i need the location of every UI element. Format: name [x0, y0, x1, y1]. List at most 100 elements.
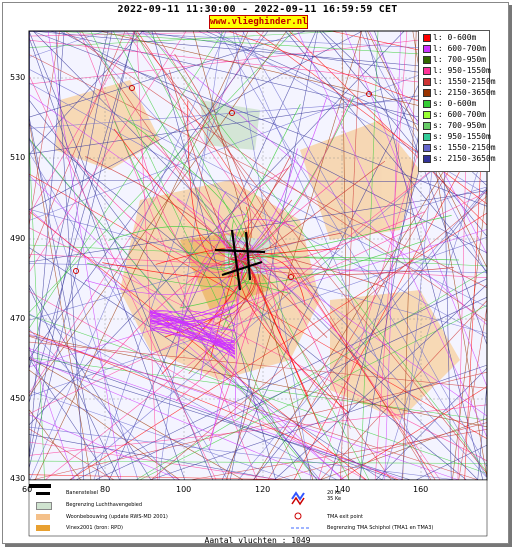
approach-track — [220, 259, 291, 294]
legend-label: s: 950-1550m — [433, 132, 491, 141]
legend-swatch — [423, 66, 431, 75]
flight-track — [150, 195, 488, 481]
flight-track — [31, 30, 488, 73]
flight-track — [76, 30, 488, 478]
flight-track — [28, 30, 109, 370]
legend-label: l: 0-600m — [433, 33, 477, 42]
flight-track — [28, 30, 214, 481]
map-legend-label: Woonbebouwing (update RWS-MD 2001) — [66, 514, 168, 520]
flight-track — [69, 212, 488, 481]
legend-item: l: 0-600m — [423, 33, 476, 43]
flight-track — [28, 390, 292, 481]
housing-swatch — [36, 514, 50, 520]
flight-track — [28, 30, 136, 216]
flight-track — [47, 30, 122, 481]
flight-track — [229, 30, 318, 481]
flight-track — [28, 474, 301, 481]
grid-lines — [29, 31, 487, 480]
legend-item: s: 600-700m — [423, 110, 486, 120]
approach-track — [176, 251, 241, 354]
flight-track — [374, 30, 408, 481]
legend-swatch — [423, 88, 431, 97]
flight-track — [28, 30, 136, 404]
flight-track — [125, 30, 441, 481]
legend-item: l: 950-1550m — [423, 66, 491, 76]
x-tick-140: 140 — [335, 485, 351, 494]
x-tick-100: 100 — [176, 485, 192, 494]
legend-label: l: 1550-2150m — [433, 77, 496, 86]
flight-track — [365, 30, 484, 481]
y-tick-470: 470 — [10, 314, 26, 323]
legend-swatch — [423, 99, 431, 108]
flight-track — [28, 30, 126, 260]
tma-boundary-icon — [291, 527, 309, 529]
flight-track — [79, 30, 258, 481]
zigzag-icon — [291, 491, 305, 506]
legend-item: s: 700-950m — [423, 121, 486, 131]
legend-swatch — [423, 33, 431, 42]
legend-swatch — [423, 143, 431, 152]
site-banner[interactable]: www.vlieghinder.nl — [209, 15, 308, 29]
approach-track — [91, 258, 241, 379]
flight-track — [28, 434, 280, 481]
departure-track — [149, 312, 236, 354]
departure-track — [149, 322, 236, 340]
legend-swatch — [423, 44, 431, 53]
flight-track — [32, 30, 488, 207]
flight-track — [93, 30, 245, 481]
flight-track — [28, 37, 186, 481]
time-range-title: 2022-09-11 11:30:00 - 2022-09-11 16:59:5… — [117, 4, 398, 15]
flight-track — [382, 140, 488, 481]
flight-track — [28, 74, 217, 481]
flight-track — [28, 428, 115, 481]
approach-track — [144, 134, 242, 261]
approach-track — [187, 100, 241, 266]
flight-track — [28, 414, 181, 481]
flight-track — [154, 30, 432, 481]
legend-label: s: 2150-3650m — [433, 154, 496, 163]
flight-track — [319, 30, 488, 237]
tma-exit-points — [73, 85, 372, 280]
legend-swatch — [423, 110, 431, 119]
approach-track — [217, 213, 246, 261]
flight-track — [28, 404, 488, 456]
flight-track — [158, 30, 223, 481]
flight-track — [375, 367, 488, 481]
x-tick-80: 80 — [100, 485, 111, 494]
flight-count-value: 1049 — [291, 536, 311, 545]
y-tick-450: 450 — [10, 394, 26, 403]
legend-item: l: 600-700m — [423, 44, 486, 54]
legend-swatch — [423, 132, 431, 141]
flight-track — [28, 357, 244, 481]
flight-track — [32, 30, 479, 481]
flight-track — [28, 348, 404, 481]
flight-track — [28, 287, 120, 481]
exit-point-icon — [294, 512, 302, 520]
flight-track — [345, 30, 488, 387]
flight-track — [28, 85, 488, 155]
x-tick-160: 160 — [413, 485, 429, 494]
y-tick-430: 430 — [10, 474, 26, 483]
approach-track — [239, 97, 351, 261]
flight-track — [139, 305, 488, 481]
legend-label: l: 700-950m — [433, 55, 486, 64]
runway-system — [214, 229, 266, 291]
flight-track — [28, 138, 318, 481]
flight-track — [28, 345, 75, 481]
legend-label: s: 700-950m — [433, 121, 486, 130]
approach-track — [239, 259, 385, 380]
approach-track — [234, 240, 426, 285]
approach-track — [217, 191, 241, 261]
flight-track — [28, 30, 105, 58]
flight-track — [415, 444, 488, 481]
flight-track — [28, 54, 488, 288]
map-legend-label: 20 Ke 35 Ke — [327, 490, 342, 502]
flight-track — [189, 429, 488, 481]
flight-track — [234, 30, 430, 481]
y-tick-530: 530 — [10, 73, 26, 82]
departure-track — [149, 304, 236, 327]
legend-label: l: 950-1550m — [433, 66, 491, 75]
flight-track — [252, 189, 488, 481]
flight-track — [28, 331, 399, 481]
legend-item: s: 1550-2150m — [423, 143, 496, 153]
